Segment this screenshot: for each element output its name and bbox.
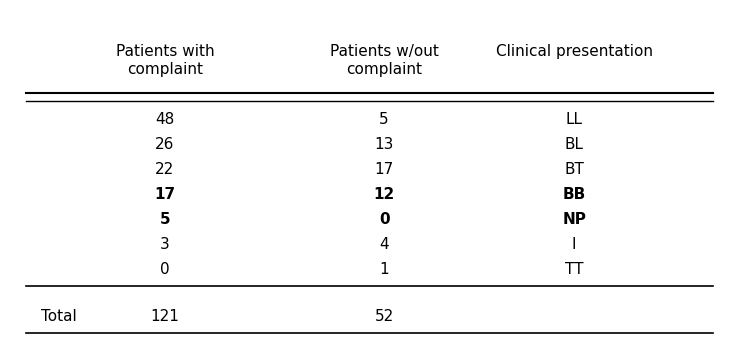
Text: 4: 4 <box>379 237 389 252</box>
Text: Patients w/out
complaint: Patients w/out complaint <box>330 44 438 77</box>
Text: Total: Total <box>41 308 76 324</box>
Text: BL: BL <box>565 137 584 152</box>
Text: 5: 5 <box>160 212 170 227</box>
Text: 52: 52 <box>375 308 394 324</box>
Text: 3: 3 <box>160 237 170 252</box>
Text: 26: 26 <box>155 137 174 152</box>
Text: 17: 17 <box>154 187 175 202</box>
Text: 13: 13 <box>375 137 394 152</box>
Text: BT: BT <box>564 162 584 177</box>
Text: 1: 1 <box>379 262 389 277</box>
Text: LL: LL <box>565 112 582 127</box>
Text: 0: 0 <box>379 212 389 227</box>
Text: 17: 17 <box>375 162 394 177</box>
Text: 12: 12 <box>373 187 395 202</box>
Text: Patients with
complaint: Patients with complaint <box>115 44 214 77</box>
Text: 0: 0 <box>160 262 170 277</box>
Text: I: I <box>572 237 576 252</box>
Text: 5: 5 <box>379 112 389 127</box>
Text: 121: 121 <box>151 308 180 324</box>
Text: TT: TT <box>565 262 583 277</box>
Text: 22: 22 <box>155 162 174 177</box>
Text: Clinical presentation: Clinical presentation <box>496 44 653 59</box>
Text: NP: NP <box>562 212 586 227</box>
Text: BB: BB <box>562 187 586 202</box>
Text: 48: 48 <box>155 112 174 127</box>
